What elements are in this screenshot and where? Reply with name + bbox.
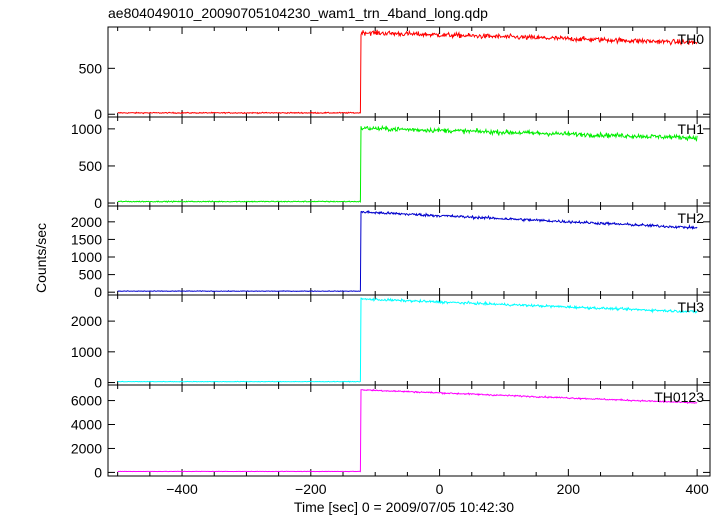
x-axis-label: Time [sec] 0 = 2009/07/05 10:42:30: [294, 499, 514, 515]
y-tick-label: 0: [94, 284, 102, 300]
y-tick-label: 1000: [71, 249, 102, 265]
panel-frame: [107, 384, 711, 477]
x-tick-label: −400: [166, 481, 198, 497]
panel-th0123: 0 2000 4000 6000 TH0123: [71, 384, 711, 480]
y-tick-label: 0: [94, 464, 102, 480]
x-tick-label: 200: [557, 481, 581, 497]
x-axis: −400 −200 0 200 400: [166, 481, 709, 497]
y-tick-label: 0: [94, 375, 102, 391]
panel-label: TH0123: [654, 389, 704, 405]
y-axis-label: Counts/sec: [33, 223, 49, 293]
y-tick-label: 2000: [71, 313, 102, 329]
y-tick-label: 4000: [71, 417, 102, 433]
y-tick-label: 6000: [71, 393, 102, 409]
series-line-th3: [117, 297, 698, 383]
y-tick-label: 1500: [71, 231, 102, 247]
panel-frame: [107, 205, 711, 296]
y-tick-label: 0: [94, 195, 102, 211]
y-tick-label: 1000: [71, 121, 102, 137]
y-tick-label: 500: [79, 267, 103, 283]
series-line-th0123: [117, 388, 698, 473]
series-line-th0: [117, 29, 698, 115]
series-line-th2: [117, 209, 698, 293]
chart-title: ae804049010_20090705104230_wam1_trn_4ban…: [108, 5, 488, 21]
panel-th3: 0 1000 2000 TH3: [71, 294, 711, 391]
panel-label: TH1: [678, 121, 705, 137]
series-line-th1: [117, 124, 698, 203]
y-tick-label: 0: [94, 106, 102, 122]
panel-th0: 0 500 TH0: [79, 26, 711, 122]
panel-label: TH2: [678, 210, 705, 226]
y-tick-label: 1000: [71, 344, 102, 360]
y-tick-label: 500: [79, 158, 103, 174]
y-tick-label: 2000: [71, 214, 102, 230]
panel-label: TH0: [678, 31, 705, 47]
x-tick-label: 0: [436, 481, 444, 497]
y-tick-label: 500: [79, 60, 103, 76]
panel-th1: 0 500 1000 TH1: [71, 116, 711, 211]
panel-label: TH3: [678, 299, 705, 315]
x-tick-label: −200: [295, 481, 327, 497]
x-tick-label: 400: [685, 481, 709, 497]
y-tick-label: 2000: [71, 440, 102, 456]
